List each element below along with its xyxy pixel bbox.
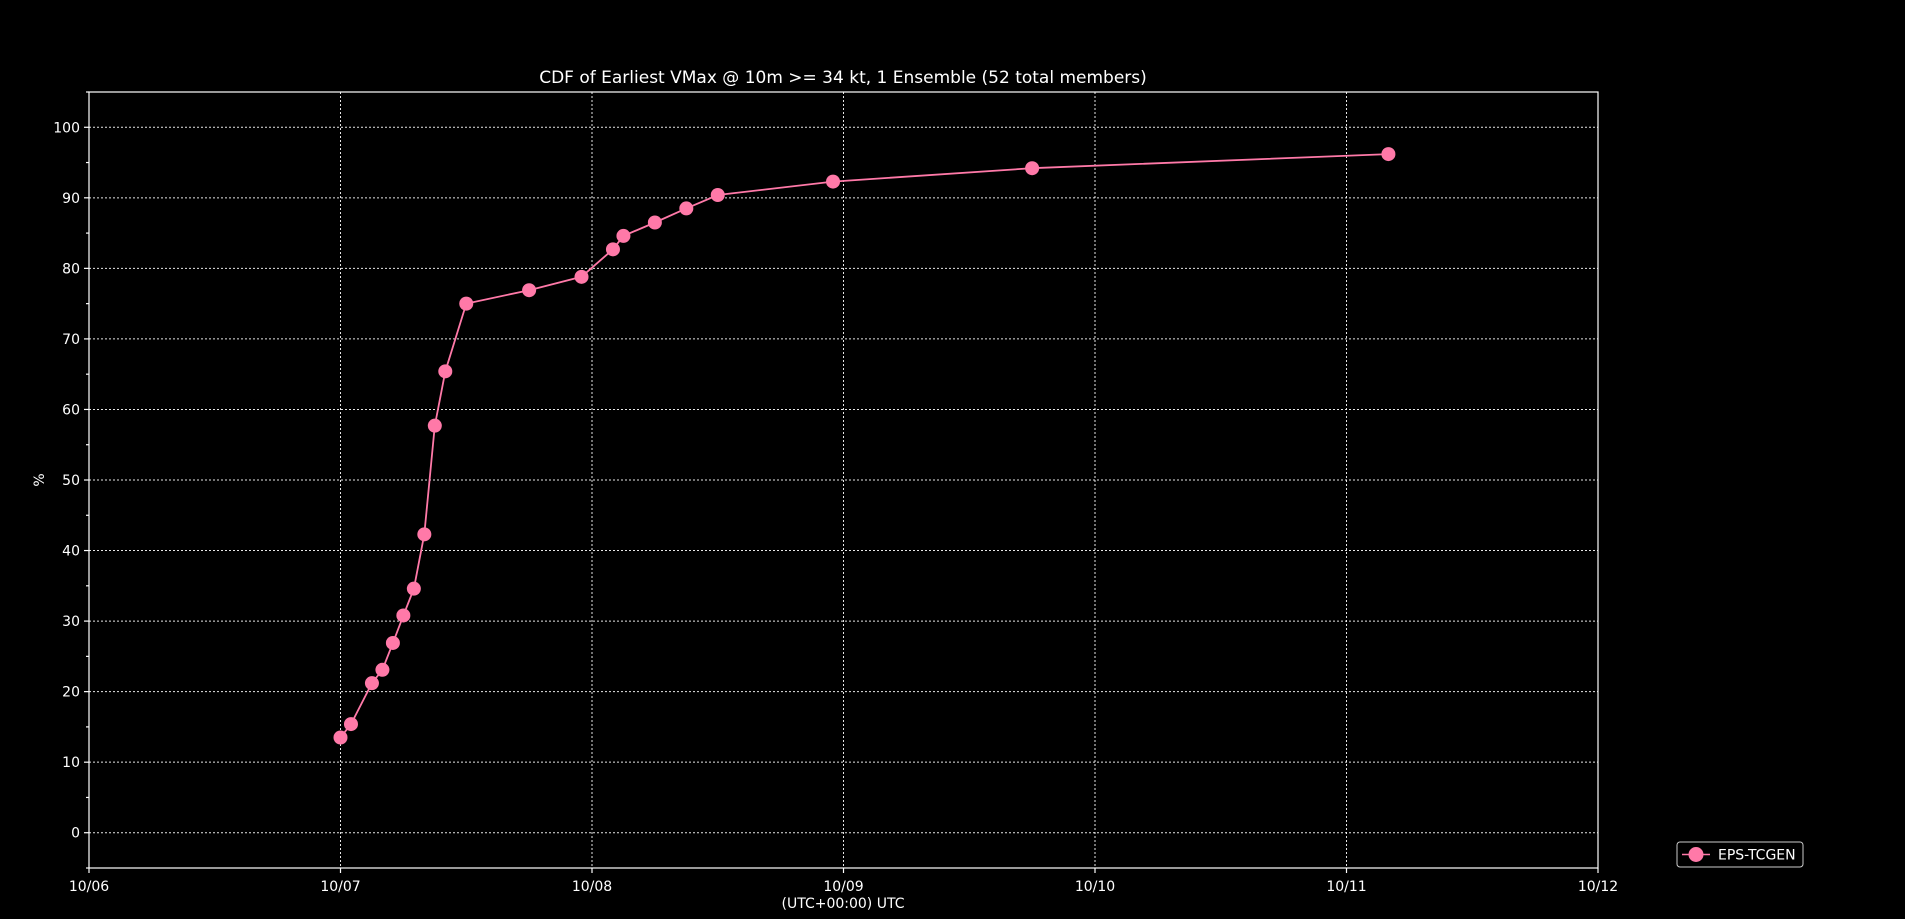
data-point [1025,161,1040,176]
grid [89,92,1598,868]
data-point [364,676,379,691]
x-tick-label: 10/10 [1075,879,1115,895]
y-axis-label: % [32,473,48,486]
x-tick-label: 10/09 [823,879,863,895]
x-tick-label: 10/12 [1578,879,1618,895]
y-tick-label: 0 [71,826,80,842]
data-point [333,730,348,745]
y-tick-label: 50 [62,473,80,489]
y-tick-label: 60 [62,402,80,418]
legend-label: EPS-TCGEN [1718,848,1796,864]
y-axis: 0 10 20 30 40 50 60 70 80 90 100 [53,91,89,869]
data-point [406,581,421,596]
y-tick-label: 30 [62,614,80,630]
y-tick-label: 20 [62,685,80,701]
y-tick-label: 70 [62,332,80,348]
data-point [396,608,411,623]
data-point [522,283,537,298]
x-axis-label: (UTC+00:00) UTC [782,896,905,912]
y-tick-label: 100 [53,120,80,136]
data-point [385,635,400,650]
data-point [343,717,358,732]
legend-marker [1688,847,1704,862]
chart-title: CDF of Earliest VMax @ 10m >= 34 kt, 1 E… [539,68,1147,88]
data-point [710,187,725,202]
data-point [1381,147,1396,162]
data-point [427,418,442,433]
series-line [339,153,1389,739]
data-point [605,242,620,257]
x-tick-label: 10/11 [1326,879,1366,895]
data-point [616,228,631,243]
data-point [459,296,474,311]
y-tick-label: 40 [62,544,80,560]
legend: EPS-TCGEN [1676,841,1804,868]
series-layer [333,147,1396,745]
data-point [647,215,662,230]
data-point [375,662,390,677]
y-tick-label: 80 [62,261,80,277]
data-point [438,364,453,379]
y-tick-label: 90 [62,191,80,207]
data-point [826,174,841,189]
data-point [417,527,432,542]
data-point [679,201,694,216]
data-point [574,269,589,284]
x-tick-label: 10/07 [320,879,360,895]
x-axis: 10/06 10/07 10/08 10/09 10/10 10/11 10/12 [69,868,1618,895]
x-tick-label: 10/06 [69,879,109,895]
legend-box [1676,841,1804,868]
x-tick-label: 10/08 [572,879,612,895]
y-tick-label: 10 [62,755,80,771]
